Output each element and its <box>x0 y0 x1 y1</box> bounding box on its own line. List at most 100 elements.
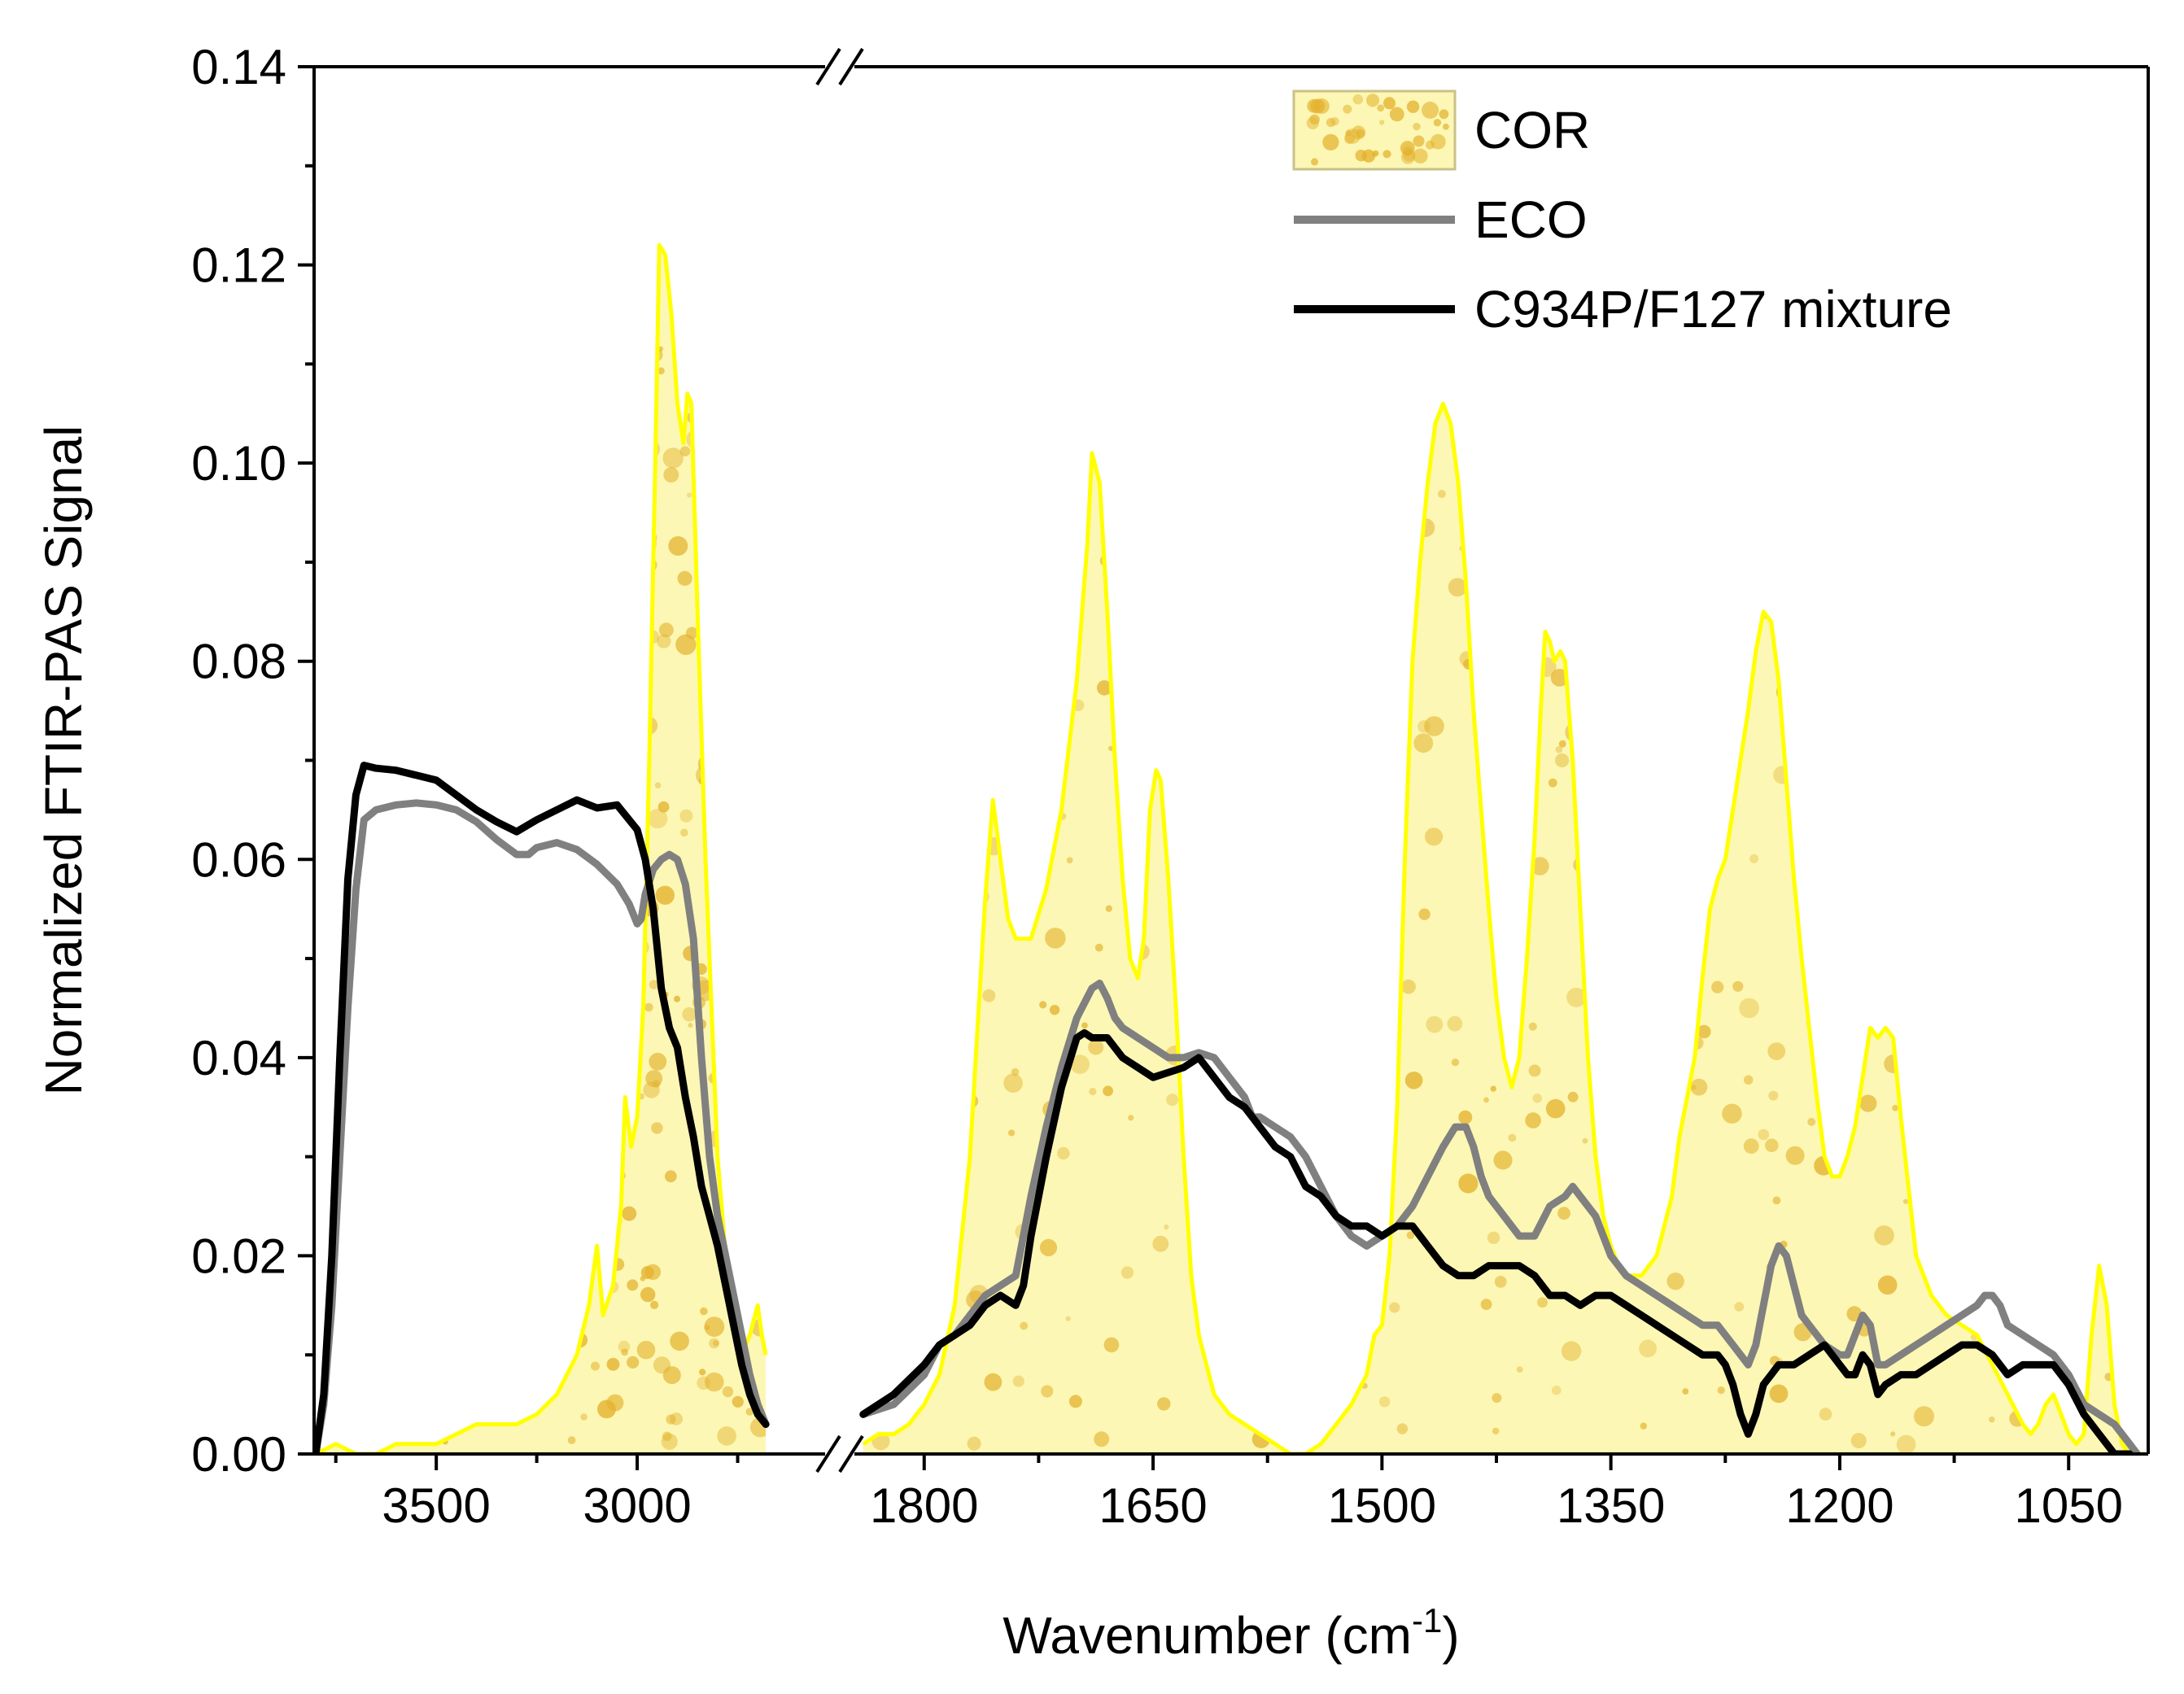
cor-texture-dot <box>1045 779 1052 788</box>
cor-texture-dot <box>564 248 573 257</box>
cor-texture-dot <box>408 638 430 659</box>
cor-texture-dot <box>388 317 404 333</box>
cor-texture-dot <box>623 264 632 274</box>
cor-texture-dot <box>1845 261 1863 279</box>
cor-texture-dot <box>2049 971 2059 980</box>
cor-texture-dot <box>1745 616 1756 627</box>
cor-texture-dot <box>1219 625 1238 643</box>
cor-texture-dot <box>1490 1085 1497 1092</box>
cor-texture-dot <box>327 486 339 497</box>
cor-texture-dot <box>1739 224 1749 234</box>
cor-texture-dot <box>1243 1057 1256 1071</box>
cor-texture-dot <box>934 639 954 660</box>
cor-texture-dot <box>2024 801 2031 809</box>
cor-texture-dot <box>1708 429 1719 441</box>
cor-texture-dot <box>1264 180 1274 190</box>
cor-texture-dot <box>357 473 367 482</box>
cor-texture-dot <box>1177 694 1194 709</box>
cor-texture-dot <box>360 1412 379 1431</box>
cor-texture-dot <box>459 1102 471 1115</box>
cor-texture-dot <box>1183 438 1201 456</box>
cor-texture-dot <box>535 694 543 701</box>
cor-texture-dot <box>487 315 500 327</box>
cor-texture-dot <box>1081 1022 1088 1029</box>
legend-texture-dot <box>1379 120 1385 125</box>
cor-texture-dot <box>589 412 597 421</box>
cor-texture-dot <box>742 1186 762 1206</box>
cor-texture-dot <box>674 995 680 1002</box>
cor-texture-dot <box>1512 627 1518 633</box>
cor-line <box>862 401 2145 1454</box>
cor-texture-dot <box>713 1340 719 1347</box>
cor-texture-dot <box>634 168 655 190</box>
cor-texture-dot <box>416 723 422 729</box>
cor-texture-dot <box>733 245 745 253</box>
cor-texture-dot <box>386 809 401 825</box>
cor-texture-dot <box>1672 925 1679 931</box>
cor-texture-dot <box>386 636 404 655</box>
cor-texture-dot <box>1448 578 1467 597</box>
cor-texture-dot <box>2117 731 2138 751</box>
cor-texture-dot <box>2092 638 2112 657</box>
cor-texture-dot <box>563 1051 579 1067</box>
legend: COR ECO C934P/F127 mixture <box>1292 90 1952 338</box>
cor-texture-dot <box>2117 1301 2135 1319</box>
cor-texture-dot <box>2022 663 2042 682</box>
cor-texture-dot <box>1021 271 1032 282</box>
cor-texture-dot <box>1057 1146 1070 1160</box>
cor-texture-dot <box>567 1436 576 1444</box>
cor-texture-dot <box>467 736 483 750</box>
cor-texture-dot <box>873 450 889 466</box>
cor-texture-dot <box>1365 1044 1386 1064</box>
cor-texture-dot <box>366 158 385 177</box>
cor-texture-dot <box>680 828 688 837</box>
cor-texture-dot <box>1483 1097 1489 1103</box>
cor-texture-dot <box>340 592 358 609</box>
cor-texture-dot <box>722 1386 734 1398</box>
cor-texture-dot <box>1002 822 1017 836</box>
cor-texture-dot <box>637 788 648 797</box>
cor-texture-dot <box>662 448 684 469</box>
cor-texture-dot <box>677 570 692 587</box>
cor-texture-dot <box>325 303 338 316</box>
cor-texture-dot <box>421 1309 435 1324</box>
cor-texture-dot <box>1836 633 1850 648</box>
cor-texture-dot <box>1509 827 1522 840</box>
cor-texture-dot <box>1936 411 1958 432</box>
cor-texture-dot <box>1994 576 2011 594</box>
cor-texture-dot <box>578 767 596 784</box>
cor-texture-dot <box>2084 1074 2105 1095</box>
axis-break-mark <box>815 1434 841 1474</box>
cor-texture-dot <box>493 1083 514 1104</box>
cor-texture-dot <box>663 467 679 483</box>
cor-texture-dot <box>1605 1070 1623 1088</box>
cor-texture-dot <box>731 289 747 305</box>
cor-texture-dot <box>474 384 483 394</box>
cor-texture-dot <box>1331 1157 1348 1174</box>
cor-texture-dot <box>658 622 674 638</box>
cor-texture-dot <box>454 365 463 373</box>
cor-texture-dot <box>1281 798 1291 808</box>
cor-texture-dot <box>2018 528 2031 541</box>
legend-texture-dot <box>1413 122 1421 131</box>
cor-texture-dot <box>1970 686 1981 696</box>
cor-texture-dot <box>1071 316 1078 323</box>
cor-texture-dot <box>330 549 337 555</box>
cor-texture-dot <box>1496 809 1503 816</box>
cor-texture-dot <box>589 919 610 940</box>
cor-texture-dot <box>901 1017 919 1035</box>
cor-texture-dot <box>1734 1302 1745 1312</box>
cor-texture-dot <box>653 1356 671 1374</box>
cor-texture-dot <box>377 456 384 463</box>
cor-texture-dot <box>365 1056 387 1078</box>
cor-texture-dot <box>1648 542 1670 564</box>
legend-texture-dot <box>1400 150 1415 164</box>
cor-texture-dot <box>443 908 461 924</box>
cor-texture-dot <box>741 1063 753 1076</box>
cor-texture-dot <box>1639 1339 1657 1358</box>
cor-texture-dot <box>1942 753 1953 763</box>
cor-texture-dot <box>1711 980 1724 993</box>
cor-texture-dot <box>1152 1235 1169 1252</box>
cor-texture-dot <box>446 937 460 951</box>
cor-texture-dot <box>1754 550 1774 570</box>
